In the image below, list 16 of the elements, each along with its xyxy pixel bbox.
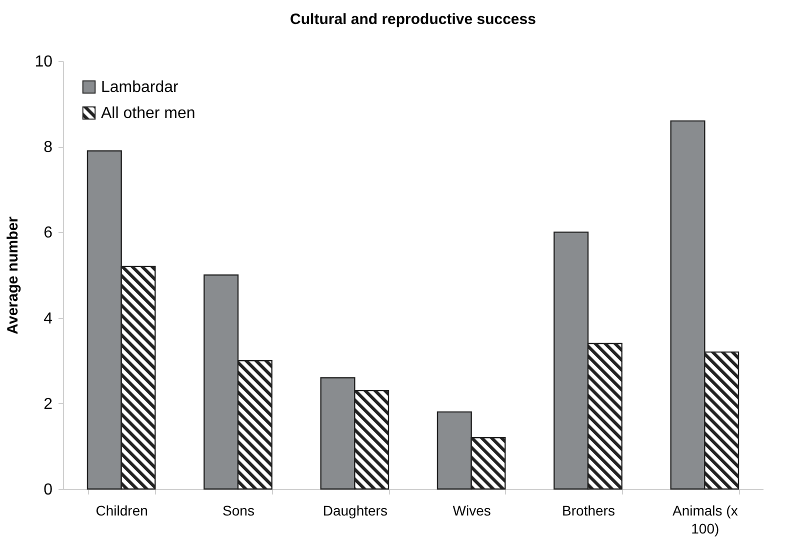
x-tick-label: Animals (x 100) [672, 502, 738, 536]
y-tick-label: 6 [44, 224, 53, 242]
legend-label: All other men [101, 105, 196, 122]
x-tick-label: Wives [452, 502, 491, 518]
legend-label: Lambardar [101, 79, 180, 96]
x-tick-label: Sons [222, 502, 254, 518]
x-tick-label: Daughters [322, 502, 388, 518]
y-tick-label: 2 [44, 396, 53, 413]
y-axis-title: Average number [4, 216, 22, 334]
x-tick-label: Children [96, 502, 148, 518]
chart-title: Cultural and reproductive success [290, 11, 536, 28]
y-tick-label: 10 [34, 54, 53, 70]
y-tick-label: 4 [44, 310, 53, 328]
y-tick-label: 0 [44, 482, 53, 498]
y-tick-label: 8 [44, 139, 53, 156]
x-tick-label: Brothers [562, 502, 615, 518]
